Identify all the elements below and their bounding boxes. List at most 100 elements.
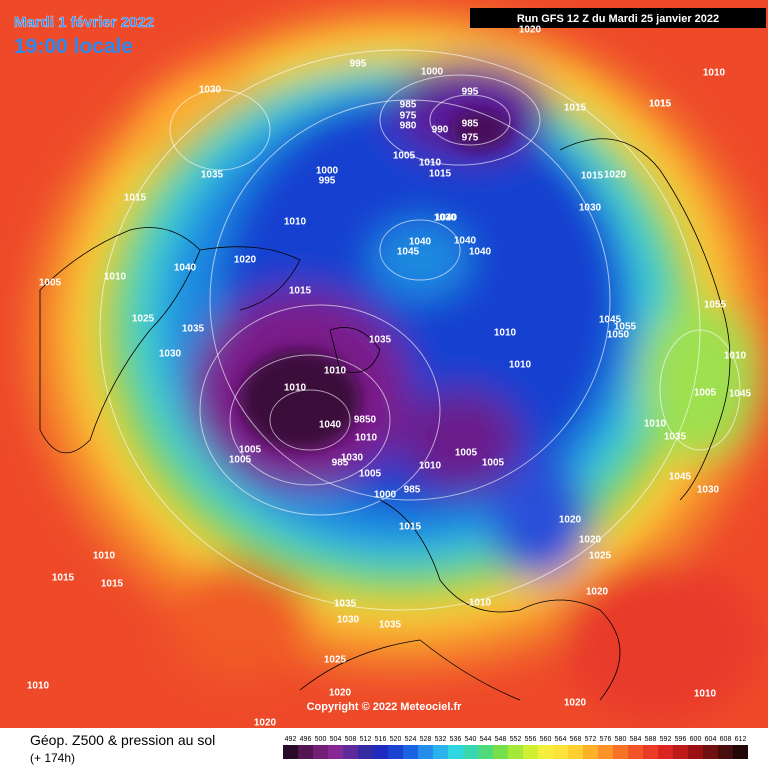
scale-swatch	[373, 745, 388, 759]
scale-label: 592	[660, 736, 672, 743]
scale-label: 496	[300, 736, 312, 743]
isobar-label: 1035	[664, 432, 687, 443]
scale-label: 552	[510, 736, 522, 743]
isobar-label: 1010	[324, 366, 347, 377]
scale-swatch	[538, 745, 553, 759]
run-banner	[470, 8, 766, 28]
scale-swatch	[403, 745, 418, 759]
isobar-label: 1005	[393, 151, 416, 162]
isobar-label: 1045	[599, 315, 622, 326]
isobar-label: 1035	[379, 620, 402, 631]
scale-label: 600	[690, 736, 702, 743]
scale-swatch	[523, 745, 538, 759]
scale-label: 508	[345, 736, 357, 743]
scale-swatch	[643, 745, 658, 759]
copyright: Copyright © 2022 Meteociel.fr	[307, 701, 463, 713]
isobar-label: 1010	[27, 681, 50, 692]
scale-swatch	[598, 745, 613, 759]
isobar-label: 995	[319, 176, 336, 187]
isobar-label: 1030	[341, 453, 364, 464]
forecast-time: 19:00 locale	[14, 35, 133, 58]
isobar-label: 1025	[132, 314, 155, 325]
isobar-label: 1010	[104, 272, 127, 283]
isobar-label: 1030	[159, 349, 182, 360]
scale-swatch	[478, 745, 493, 759]
scale-label: 544	[480, 736, 492, 743]
legend-title: Géop. Z500 & pression au sol	[30, 732, 215, 748]
isobar-label: 1045	[397, 247, 420, 258]
isobar-label: 1045	[669, 472, 692, 483]
isobar-label: 1010	[469, 598, 492, 609]
isobar-label: 1035	[201, 170, 224, 181]
isobar-label: 1030	[434, 213, 457, 224]
isobar-label: 985	[462, 119, 479, 130]
isobar-label: 1010	[419, 158, 442, 169]
scale-label: 584	[630, 736, 642, 743]
scale-label: 580	[615, 736, 627, 743]
isobar-label: 1010	[355, 433, 378, 444]
isobar-label: 1030	[199, 85, 222, 96]
isobar-label: 1050	[607, 330, 630, 341]
isobar-label: 1010	[703, 68, 726, 79]
isobar-label: 985	[332, 458, 349, 469]
scale-swatch	[553, 745, 568, 759]
scale-label: 560	[540, 736, 552, 743]
scale-swatch	[613, 745, 628, 759]
color-scale: 492 496 500 504 508 512 516 520 524 528 532 536 540 5…	[283, 736, 748, 759]
scale-label: 572	[585, 736, 597, 743]
forecast-date: Mardi 1 février 2022	[14, 14, 154, 31]
isobar-label: 1035	[334, 599, 357, 610]
isobar-label: 1005	[482, 458, 505, 469]
run-info: Run GFS 12 Z du Mardi 25 janvier 2022	[517, 13, 719, 25]
isobar-label: 1015	[581, 171, 604, 182]
isobar-label: 1010	[694, 689, 717, 700]
isobar-label: 1040	[435, 213, 458, 224]
isobar-label: 1055	[614, 322, 637, 333]
scale-label: 564	[555, 736, 567, 743]
legend-subtitle: (+ 174h)	[30, 751, 75, 765]
isobar-label: 1025	[324, 655, 347, 666]
isobar-label: 1015	[289, 286, 312, 297]
isobar-label: 1035	[182, 324, 205, 335]
isobar-label: 1020	[329, 688, 352, 699]
isobar-label: 1015	[649, 99, 672, 110]
isobar-label: 1015	[101, 579, 124, 590]
scale-swatch	[493, 745, 508, 759]
isobar-label: 1000	[374, 490, 397, 501]
isobar-label: 1010	[284, 217, 307, 228]
scale-swatch	[328, 745, 343, 759]
coastlines	[39, 138, 731, 701]
scale-swatch	[673, 745, 688, 759]
isobar-label: 1010	[93, 551, 116, 562]
scale-label: 608	[720, 736, 732, 743]
scale-label: 516	[375, 736, 387, 743]
isobar-label: 1000	[316, 166, 339, 177]
isobar-label: 985	[400, 100, 417, 111]
scale-label: 532	[435, 736, 447, 743]
scale-label: 540	[465, 736, 477, 743]
isobar-label: 1020	[559, 515, 582, 526]
scale-label: 612	[735, 736, 747, 743]
height-field	[0, 0, 768, 728]
isobar-label: 1015	[429, 169, 452, 180]
scale-label: 588	[645, 736, 657, 743]
isobar-label: 1045	[729, 389, 752, 400]
isobar-label: 1020	[564, 698, 587, 709]
scale-swatch	[313, 745, 328, 759]
scale-label: 524	[405, 736, 417, 743]
isobar-label: 1040	[469, 247, 492, 258]
isobar-label: 1010	[509, 360, 532, 371]
isobar-label: 1010	[284, 383, 307, 394]
isobar-label: 975	[462, 133, 479, 144]
scale-label: 596	[675, 736, 687, 743]
isobar-label: 1020	[254, 718, 277, 729]
isobar-label: 1055	[704, 300, 727, 311]
isobar-label: 1015	[649, 99, 672, 110]
isobar-label: 1015	[52, 573, 75, 584]
scale-swatch	[448, 745, 463, 759]
isobar-label: 995	[462, 87, 479, 98]
isobar-label: 980	[400, 121, 417, 132]
